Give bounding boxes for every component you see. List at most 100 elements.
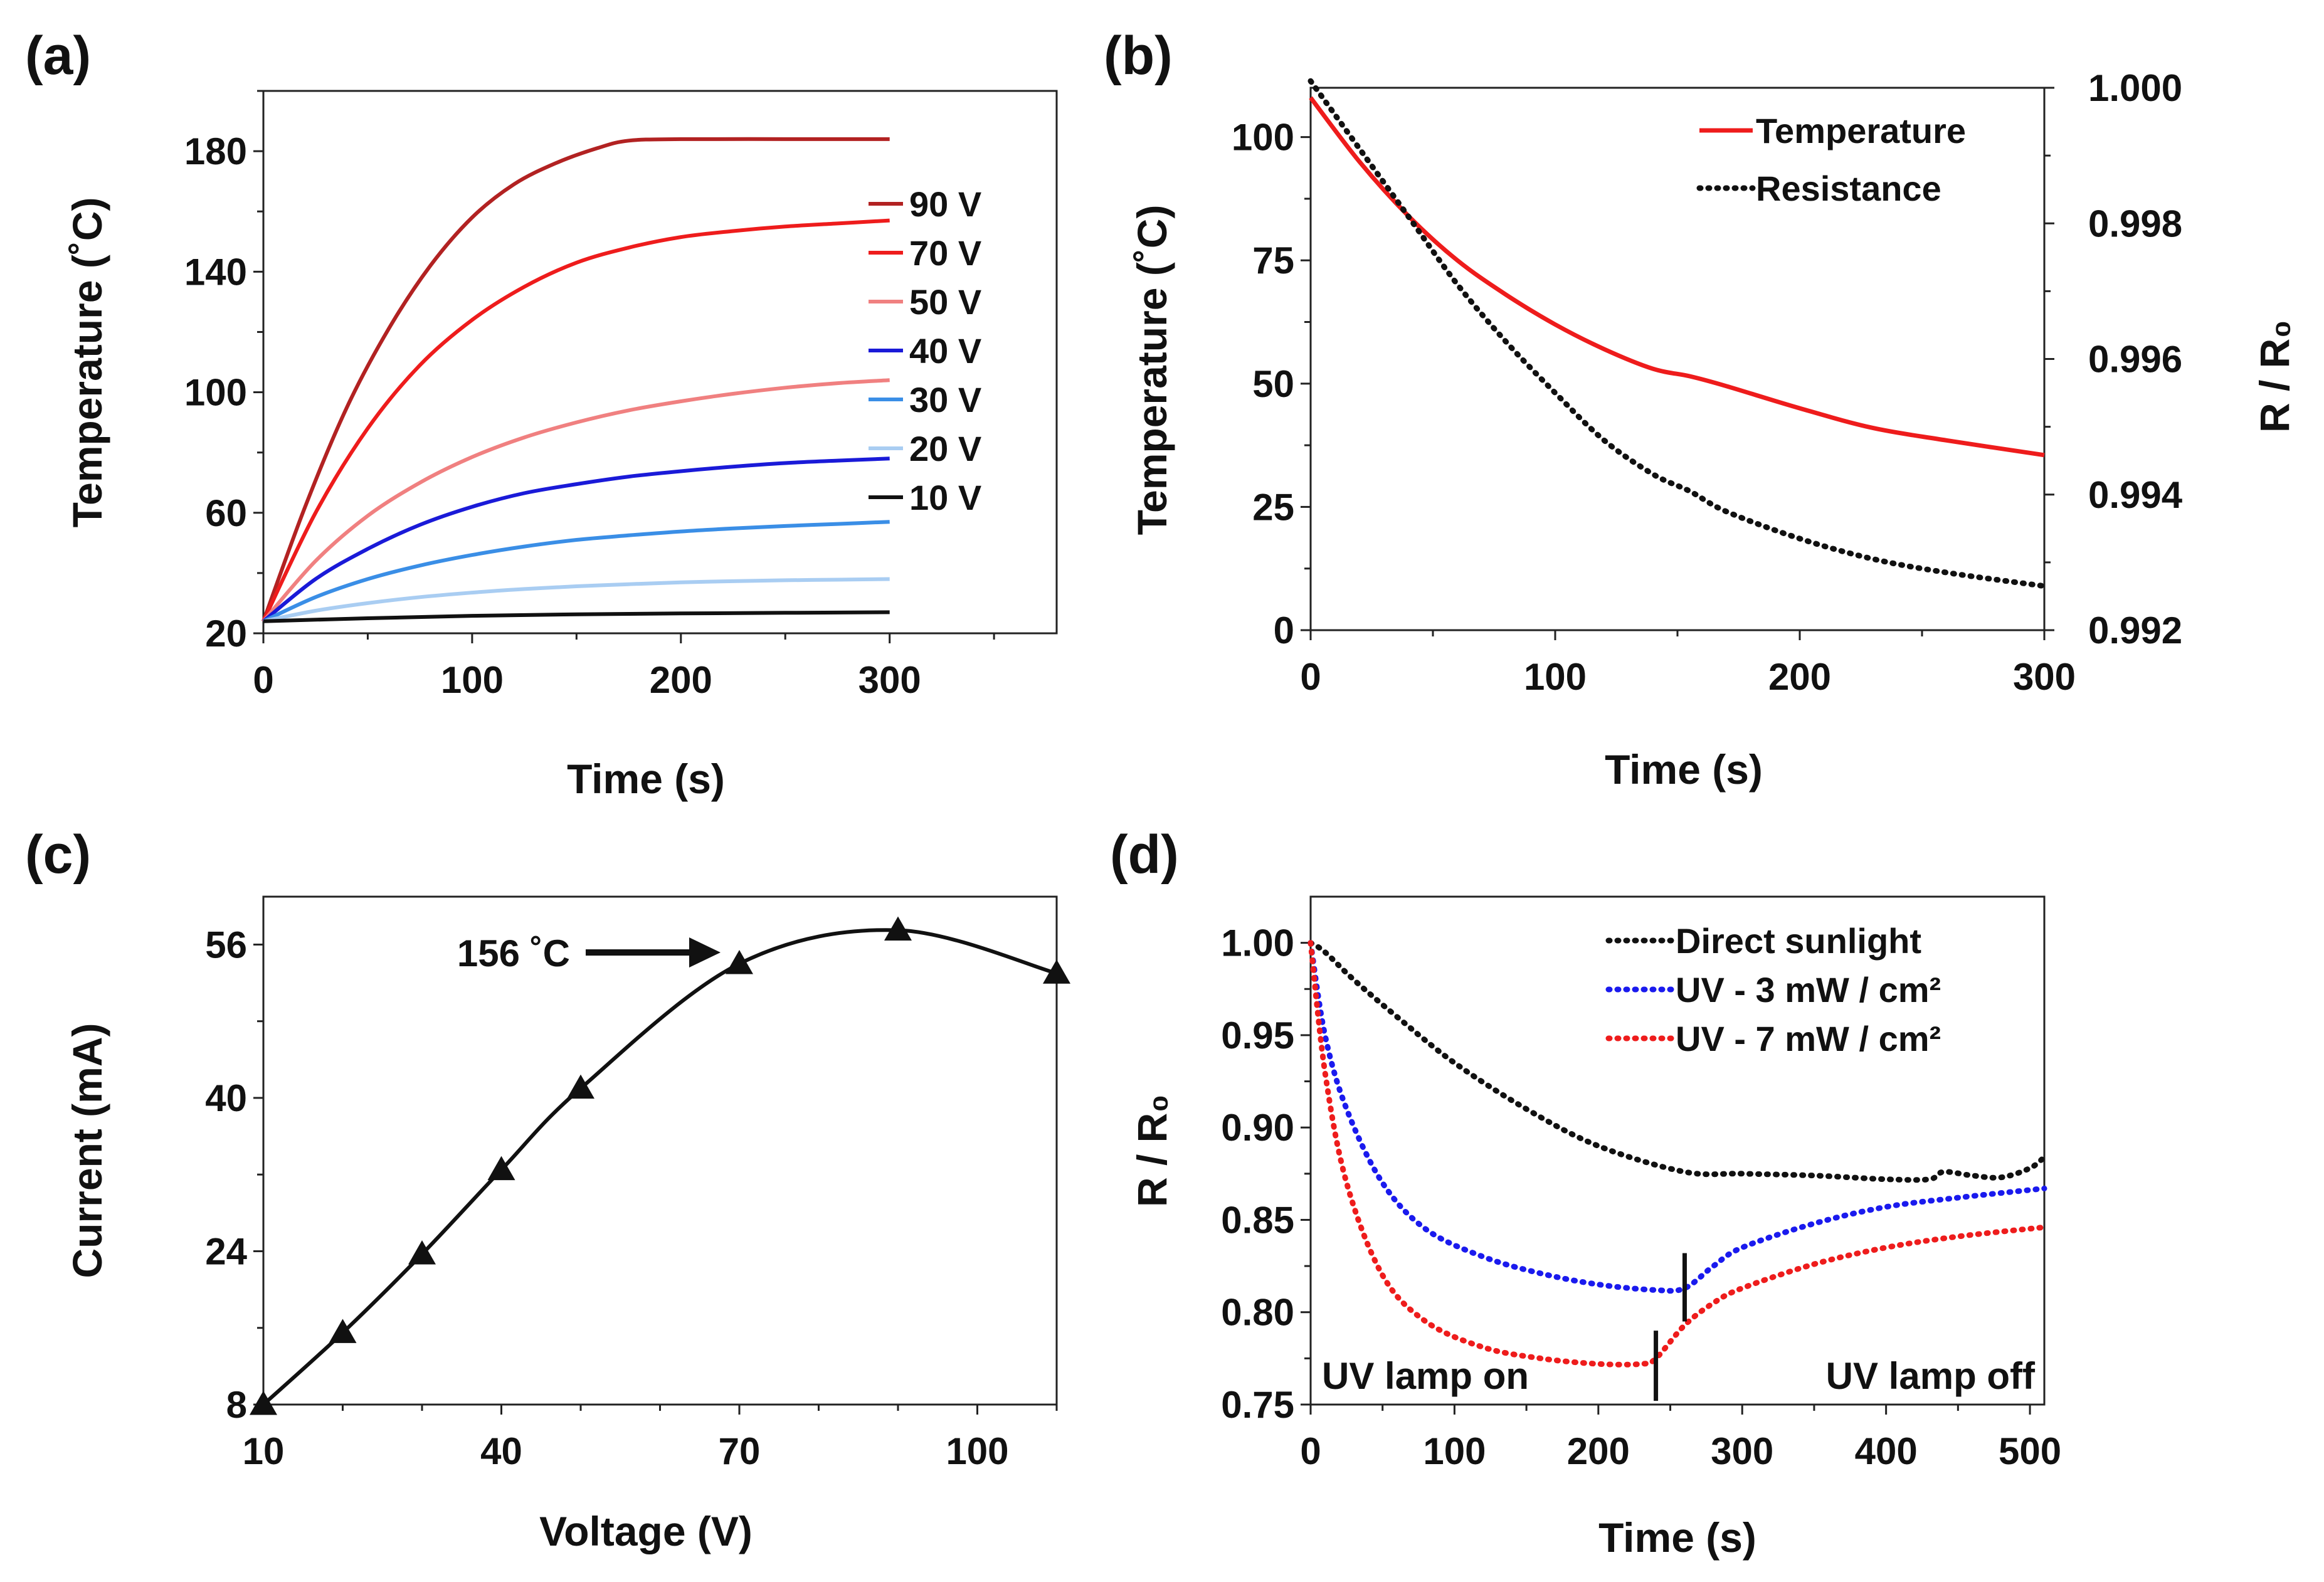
chart-c-ytick-label: 24 [205, 1230, 247, 1272]
series-line-direct-sun [1307, 940, 2047, 1183]
chart-b-xtick-label: 0 [1300, 656, 1321, 698]
chart-d-ytick-label: 0.75 [1221, 1384, 1294, 1426]
legend-label: Direct sunlight [1676, 921, 1921, 961]
chart-b-ytick-label: 25 [1252, 486, 1294, 528]
chart-b-legend: Temperature Resistance [1696, 111, 1966, 208]
chart-a-ytick-label: 140 [184, 251, 247, 293]
chart-c-xtick-label: 70 [719, 1430, 761, 1472]
panel-label-d: (d) [1110, 825, 1179, 885]
chart-d-frame [1309, 895, 2046, 1406]
chart-c-annotation: 156 ˚C [457, 932, 721, 974]
series-line-10v [263, 610, 890, 623]
chart-b-y2tick-label: 0.994 [2088, 474, 2183, 516]
chart-a-ytick-label: 60 [205, 492, 247, 534]
chart-b-y2tick-label: 0.998 [2088, 203, 2182, 245]
chart-b: 0 100 200 300 0 25 50 75 100 0.992 0.994 0.996 0.998… [1129, 67, 2298, 793]
annotation-arrow-head [689, 937, 721, 968]
chart-a: 0 100 200 300 20 60 100 140 180 90 V 70 V 50 V 40 V… [64, 90, 1058, 802]
chart-d-xlabel: Time (s) [1598, 1514, 1756, 1561]
chart-a-xlabel: Time (s) [567, 756, 725, 802]
chart-b-xtick-label: 200 [1768, 656, 1831, 698]
series-line-uv-7 [1307, 940, 2047, 1368]
series-line-uv-3 [1307, 940, 2047, 1294]
chart-b-xtick-label: 300 [2013, 656, 2076, 698]
series-line-70v [261, 218, 890, 623]
chart-d-xtick-label: 200 [1567, 1430, 1630, 1472]
chart-d-xtick-label: 500 [1999, 1430, 2061, 1472]
annotation-uv-lamp-on: UV lamp on [1322, 1355, 1529, 1397]
series-line-20v [263, 577, 890, 623]
chart-a-xtick-label: 100 [441, 659, 504, 701]
panel-label-a: (a) [25, 26, 91, 86]
chart-c-xtick-label: 100 [946, 1430, 1008, 1472]
data-point-marker [487, 1156, 515, 1181]
legend-label: 90 V [909, 184, 981, 224]
chart-c-lines [250, 916, 1070, 1415]
chart-a-frame [262, 90, 1058, 635]
chart-b-ticks: 0 100 200 300 0 25 50 75 100 0.992 0.994 0.996 0.998… [1232, 67, 2183, 698]
data-point-marker [726, 949, 753, 974]
chart-b-ytick-label: 0 [1274, 609, 1294, 651]
series-line-resistance [1307, 78, 2047, 589]
chart-c-frame [262, 895, 1058, 1406]
chart-d-xtick-label: 100 [1423, 1430, 1486, 1472]
legend-label: UV - 7 mW / cm² [1676, 1019, 1941, 1058]
chart-b-y2tick-label: 0.996 [2088, 339, 2182, 381]
legend-label: 10 V [909, 478, 981, 517]
chart-b-ytick-label: 75 [1252, 240, 1294, 282]
legend-label: Resistance [1756, 169, 1941, 208]
chart-a-ytick-label: 100 [184, 372, 247, 414]
chart-b-ylabel: Temperature (˚C) [1129, 205, 1175, 535]
legend-label: 70 V [909, 233, 981, 273]
chart-d-lines [1307, 940, 2047, 1401]
legend-label: 50 V [909, 282, 981, 322]
chart-a-ticks: 0 100 200 300 20 60 100 140 180 [184, 90, 995, 701]
chart-a-xtick-label: 0 [253, 659, 273, 701]
chart-d-ticks: 0 100 200 300 400 500 0.75 0.80 0.85 0.90 0.95 1.00 [1221, 922, 2061, 1472]
chart-a-ytick-label: 180 [184, 130, 247, 172]
chart-d-xtick-label: 0 [1300, 1430, 1321, 1472]
chart-c-ytick-label: 56 [205, 924, 247, 966]
data-point-marker [1043, 959, 1070, 984]
annotation-uv-lamp-off: UV lamp off [1826, 1355, 2036, 1397]
chart-b-y2label: R / R₀ [2251, 320, 2298, 433]
series-line-30v [262, 520, 890, 623]
chart-a-ytick-label: 20 [205, 613, 247, 655]
chart-a-lines [261, 137, 890, 623]
series-line-temperature [1309, 96, 2045, 458]
chart-d-ytick-label: 0.80 [1221, 1292, 1294, 1334]
panel-label-b: (b) [1104, 26, 1173, 86]
legend-label: 40 V [909, 331, 981, 371]
chart-b-xlabel: Time (s) [1605, 746, 1763, 793]
series-line-40v [262, 456, 890, 623]
chart-b-y2tick-label: 1.000 [2088, 67, 2182, 109]
chart-d-xtick-label: 400 [1855, 1430, 1918, 1472]
chart-d-ytick-label: 1.00 [1221, 922, 1294, 964]
chart-a-ylabel: Temperature (˚C) [64, 198, 110, 528]
chart-c-xlabel: Voltage (V) [539, 1508, 753, 1554]
chart-a-xtick-label: 200 [650, 659, 712, 701]
chart-b-xtick-label: 100 [1524, 656, 1587, 698]
series-line-50v [261, 378, 890, 623]
panel-label-c: (c) [25, 825, 91, 885]
chart-b-ytick-label: 50 [1252, 363, 1294, 405]
chart-c-ticks: 10 40 70 100 8 24 40 56 [205, 924, 1058, 1472]
chart-d-ytick-label: 0.95 [1221, 1015, 1294, 1057]
legend-label: UV - 3 mW / cm² [1676, 970, 1941, 1010]
legend-label: 30 V [909, 380, 981, 419]
data-point-marker [329, 1319, 357, 1343]
chart-d-ytick-label: 0.90 [1221, 1107, 1294, 1149]
chart-d-legend: Direct sunlight UV - 3 mW / cm² UV - 7 mW … [1605, 921, 1941, 1058]
series-line-current [261, 928, 1057, 1406]
chart-a-legend: 90 V 70 V 50 V 40 V 30 V 20 V 10 V [869, 184, 981, 517]
data-point-marker [567, 1074, 594, 1099]
legend-label: Temperature [1756, 111, 1966, 150]
data-point-marker [250, 1391, 277, 1415]
chart-d-ylabel: R / R₀ [1129, 1094, 1175, 1207]
chart-d: 0 100 200 300 400 500 0.75 0.80 0.85 0.90 0.95 1.00… [1129, 895, 2061, 1561]
annotation-156C: 156 ˚C [457, 932, 570, 974]
chart-d-ytick-label: 0.85 [1221, 1199, 1294, 1241]
legend-label: 20 V [909, 429, 981, 468]
chart-c-xtick-label: 40 [480, 1430, 522, 1472]
